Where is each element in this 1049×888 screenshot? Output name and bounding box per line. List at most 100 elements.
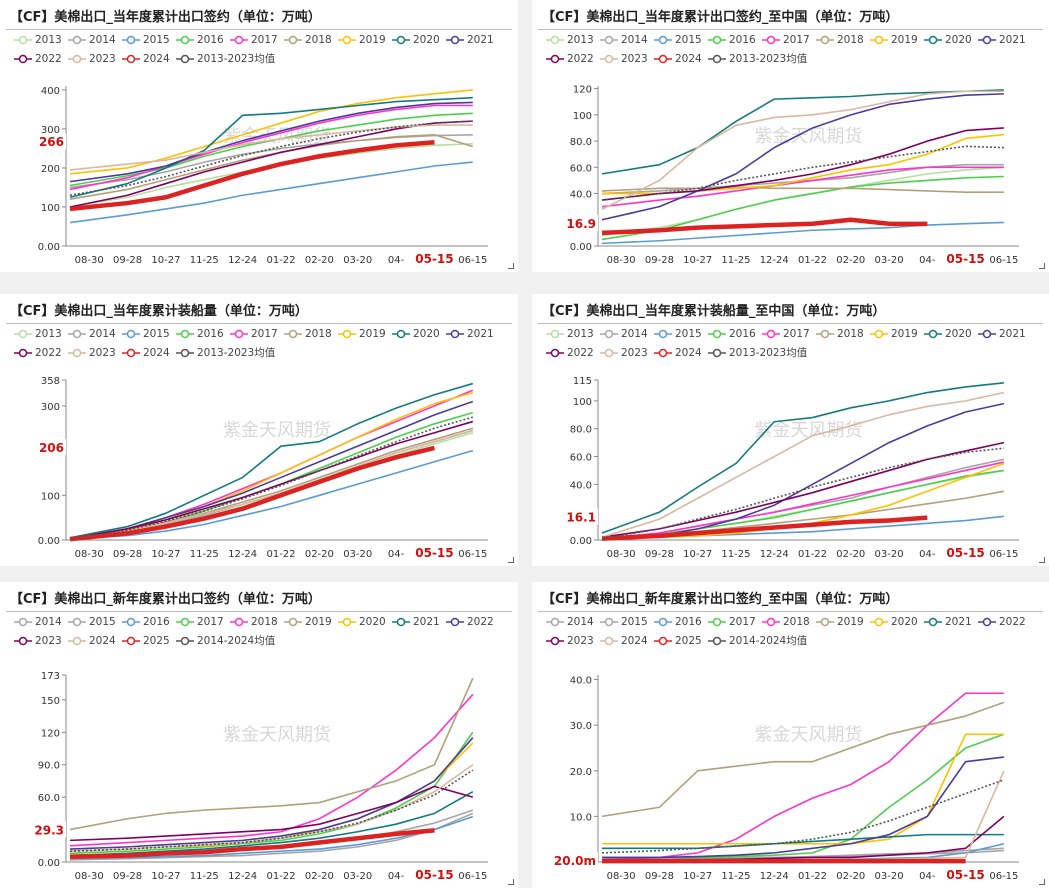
legend-item[interactable]: 2017: [230, 327, 278, 341]
legend-item[interactable]: 2022: [546, 52, 594, 66]
legend-item[interactable]: 2020: [870, 615, 918, 629]
legend-item[interactable]: 2021: [978, 33, 1026, 47]
legend-item[interactable]: 2023: [14, 634, 62, 648]
legend-item[interactable]: 2016: [708, 33, 756, 47]
legend-item[interactable]: 2014-2024均值: [708, 634, 807, 648]
legend-item[interactable]: 2022: [978, 615, 1026, 629]
legend-item[interactable]: 2019: [816, 615, 864, 629]
legend-item[interactable]: 2018: [816, 33, 864, 47]
legend-item[interactable]: 2018: [230, 615, 278, 629]
legend-item[interactable]: 2020: [338, 615, 386, 629]
legend-item[interactable]: 2019: [284, 615, 332, 629]
legend-item[interactable]: 2021: [446, 327, 494, 341]
legend-item[interactable]: 2023: [68, 52, 116, 66]
legend-item[interactable]: 2015: [600, 615, 648, 629]
legend-item[interactable]: 2020: [924, 327, 972, 341]
resize-corner-icon[interactable]: [1039, 263, 1045, 269]
x-tick-label: 02-20: [836, 549, 865, 560]
legend-item[interactable]: 2022: [446, 615, 494, 629]
legend-item[interactable]: 2023: [546, 634, 594, 648]
legend-item[interactable]: 2013: [546, 327, 594, 341]
legend-item[interactable]: 2025: [122, 634, 170, 648]
legend-item[interactable]: 2013-2023均值: [708, 52, 807, 66]
y-tick-label: 20.0: [570, 767, 592, 778]
legend-item[interactable]: 2013-2023均值: [176, 346, 275, 360]
legend-item[interactable]: 2014: [68, 327, 116, 341]
current-value-text: 266: [39, 135, 64, 149]
legend-marker-icon: [230, 617, 248, 627]
legend-item[interactable]: 2024: [122, 346, 170, 360]
legend-item[interactable]: 2016: [176, 327, 224, 341]
legend-item[interactable]: 2021: [978, 327, 1026, 341]
legend-item[interactable]: 2019: [870, 327, 918, 341]
legend-item[interactable]: 2017: [762, 327, 810, 341]
legend-item[interactable]: 2021: [924, 615, 972, 629]
legend-item[interactable]: 2015: [68, 615, 116, 629]
legend-item[interactable]: 2014: [14, 615, 62, 629]
legend-item[interactable]: 2022: [14, 346, 62, 360]
legend-item[interactable]: 2013-2023均值: [708, 346, 807, 360]
resize-corner-icon[interactable]: [508, 879, 514, 885]
legend-item[interactable]: 2018: [284, 327, 332, 341]
legend-item[interactable]: 2016: [708, 327, 756, 341]
legend-item[interactable]: 2013: [14, 327, 62, 341]
legend-marker-icon: [446, 617, 464, 627]
legend-item[interactable]: 2013: [14, 33, 62, 47]
legend-item[interactable]: 2017: [176, 615, 224, 629]
legend-item[interactable]: 2020: [392, 33, 440, 47]
resize-corner-icon[interactable]: [1039, 557, 1045, 563]
legend-item[interactable]: 2021: [392, 615, 440, 629]
legend-item[interactable]: 2013-2023均值: [176, 52, 275, 66]
legend-label: 2018: [837, 328, 864, 340]
legend-item[interactable]: 2023: [600, 346, 648, 360]
legend-item[interactable]: 2016: [176, 33, 224, 47]
legend-item[interactable]: 2014-2024均值: [176, 634, 275, 648]
legend-item[interactable]: 2025: [654, 634, 702, 648]
legend-item[interactable]: 2016: [654, 615, 702, 629]
legend-item[interactable]: 2018: [816, 327, 864, 341]
legend-item[interactable]: 2022: [14, 52, 62, 66]
x-tick-label: 02-20: [305, 871, 334, 882]
legend-item[interactable]: 2024: [654, 346, 702, 360]
legend-item[interactable]: 2018: [284, 33, 332, 47]
legend-item[interactable]: 2017: [230, 33, 278, 47]
legend-item[interactable]: 2024: [122, 52, 170, 66]
legend-item[interactable]: 2013: [546, 33, 594, 47]
legend-item[interactable]: 2024: [68, 634, 116, 648]
legend-item[interactable]: 2019: [338, 327, 386, 341]
legend-item[interactable]: 2020: [924, 33, 972, 47]
legend-item[interactable]: 2023: [68, 346, 116, 360]
legend-item[interactable]: 2015: [122, 327, 170, 341]
legend-marker-icon: [284, 329, 302, 339]
legend-item[interactable]: 2014: [600, 33, 648, 47]
legend-item[interactable]: 2014: [68, 33, 116, 47]
legend-item[interactable]: 2014: [600, 327, 648, 341]
legend-item[interactable]: 2023: [600, 52, 648, 66]
resize-corner-icon[interactable]: [508, 263, 514, 269]
legend-item[interactable]: 2015: [654, 327, 702, 341]
legend-item[interactable]: 2024: [600, 634, 648, 648]
legend-item[interactable]: 2019: [870, 33, 918, 47]
y-tick-label: 40.0: [570, 676, 592, 687]
x-tick-label: 06-15: [458, 255, 487, 266]
legend-label: 2013: [35, 328, 62, 340]
legend-item[interactable]: 2021: [446, 33, 494, 47]
legend-item[interactable]: 2016: [122, 615, 170, 629]
legend-item[interactable]: 2018: [762, 615, 810, 629]
legend-item[interactable]: 2022: [546, 346, 594, 360]
legend-item[interactable]: 2014: [546, 615, 594, 629]
legend-marker-icon: [338, 35, 356, 45]
legend-item[interactable]: 2020: [392, 327, 440, 341]
x-highlight-label: 05-15: [415, 868, 453, 882]
legend-item[interactable]: 2017: [762, 33, 810, 47]
resize-corner-icon[interactable]: [508, 557, 514, 563]
legend-item[interactable]: 2019: [338, 33, 386, 47]
resize-corner-icon[interactable]: [1039, 879, 1045, 885]
x-tick-label: 01-22: [266, 549, 295, 560]
legend-label: 2015: [675, 328, 702, 340]
legend-item[interactable]: 2015: [122, 33, 170, 47]
legend-item[interactable]: 2017: [708, 615, 756, 629]
watermark-text: 紫金天风期货: [755, 420, 863, 441]
legend-item[interactable]: 2024: [654, 52, 702, 66]
legend-item[interactable]: 2015: [654, 33, 702, 47]
